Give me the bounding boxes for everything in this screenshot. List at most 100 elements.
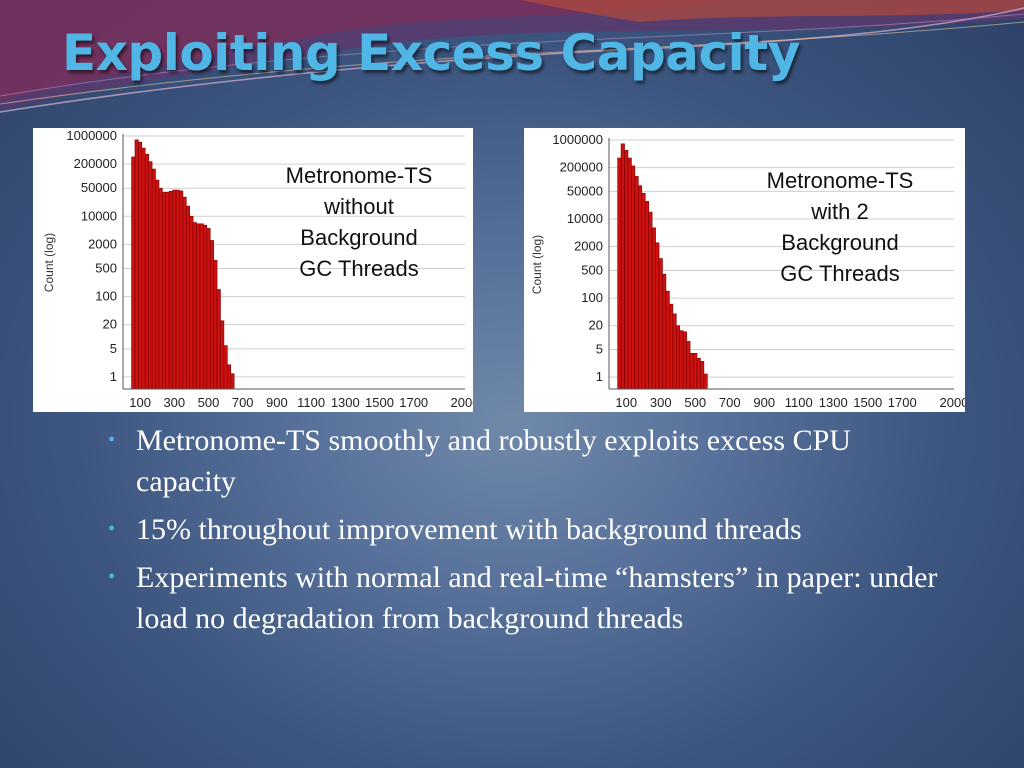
histogram-bar (131, 156, 136, 390)
x-tick-label: 1300 (819, 395, 848, 410)
histogram-bar (165, 191, 170, 390)
histogram-with-2-background-threads: 1000000 200000 50000 10000 2000 500 100 20 5 1 100… (524, 128, 965, 412)
histogram-bar (638, 185, 643, 390)
histogram-bar (631, 165, 636, 390)
histogram-bar (216, 289, 221, 390)
bullet-text: 15% throughout improvement with backgrou… (136, 513, 802, 546)
x-tick-label: 500 (684, 395, 706, 410)
y-tick-label: 500 (581, 262, 603, 277)
histogram-with-2-background-threads-svg: 1000000200000500001000020005001002051100… (530, 132, 965, 410)
y-tick-label: 2000 (574, 239, 603, 254)
chart-annotation-line: Metronome-TS (286, 163, 433, 188)
y-tick-label: 1 (596, 369, 603, 384)
histogram-bar (220, 320, 225, 390)
x-tick-label: 300 (163, 395, 185, 410)
x-tick-label: 1300 (331, 395, 360, 410)
x-tick-label: 1100 (297, 395, 325, 410)
histogram-bar (209, 240, 214, 390)
y-tick-label: 100 (581, 290, 603, 305)
histogram-bar (199, 223, 204, 390)
x-tick-label: 100 (129, 395, 151, 410)
chart-annotation-line: without (323, 194, 394, 219)
x-tick-label: 500 (198, 395, 220, 410)
histogram-bar (672, 313, 677, 390)
histogram-bar (627, 157, 632, 390)
histogram-without-background-threads-svg: 1000000200000500001000020005001002051100… (42, 128, 473, 410)
histogram-bar (617, 157, 622, 390)
y-tick-label: 200000 (74, 156, 117, 171)
y-tick-label: 500 (95, 261, 117, 276)
y-tick-label: 20 (103, 317, 117, 332)
histogram-bar (144, 154, 149, 390)
y-tick-label: 10000 (567, 211, 603, 226)
bullet-list: • Metronome-TS smoothly and robustly exp… (108, 420, 938, 646)
chart-annotation-line: GC Threads (780, 261, 899, 286)
histogram-bar (641, 192, 646, 390)
histogram-bar (662, 273, 667, 390)
histogram-bar (141, 147, 146, 390)
x-tick-label: 1700 (888, 395, 917, 410)
y-tick-label: 1000000 (66, 128, 117, 143)
x-tick-label: 1100 (785, 395, 813, 410)
y-tick-label: 50000 (567, 183, 603, 198)
y-tick-label: 50000 (81, 180, 117, 195)
histogram-without-background-threads: 1000000 200000 50000 10000 2000 500 100 20 5 1 100… (33, 128, 473, 412)
y-axis-label: Count (log) (42, 233, 56, 292)
histogram-bar (192, 222, 197, 390)
histogram-bar (651, 227, 656, 390)
histogram-bar (172, 189, 177, 390)
y-tick-label: 1 (110, 369, 117, 384)
x-tick-label: 1700 (399, 395, 428, 410)
x-tick-label: 100 (615, 395, 637, 410)
histogram-bar (700, 361, 705, 390)
histogram-bar (682, 331, 687, 390)
histogram-bar (196, 223, 201, 390)
histogram-bar (686, 341, 691, 390)
histogram-bar (185, 205, 190, 390)
bullet-item: • Metronome-TS smoothly and robustly exp… (108, 420, 938, 502)
y-axis-label: Count (log) (530, 235, 544, 294)
histogram-bar (227, 364, 232, 390)
histogram-bar (182, 196, 187, 390)
histogram-bar (134, 139, 139, 390)
bullet-text: Experiments with normal and real-time “h… (136, 561, 938, 635)
histogram-bar (213, 260, 218, 390)
y-tick-label: 1000000 (552, 132, 603, 147)
histogram-bar (620, 143, 625, 390)
histogram-bar (151, 168, 156, 390)
histogram-bar (696, 357, 701, 390)
histogram-bar (675, 325, 681, 390)
histogram-bar (203, 224, 208, 390)
histogram-bar (624, 149, 629, 390)
histogram-bar (648, 211, 653, 390)
x-tick-label: 2000 (940, 395, 965, 410)
histogram-bar (644, 201, 649, 390)
histogram-bar (162, 191, 167, 390)
chart-annotation-line: GC Threads (299, 256, 418, 281)
x-tick-label: 300 (650, 395, 672, 410)
histogram-bar (693, 353, 698, 390)
histogram-bar (634, 176, 639, 390)
y-tick-label: 5 (596, 341, 603, 356)
bullet-dot-icon: • (108, 566, 116, 588)
y-tick-label: 5 (110, 341, 117, 356)
x-tick-label: 900 (753, 395, 775, 410)
histogram-bar (655, 242, 660, 390)
chart-annotation-line: Background (781, 230, 898, 255)
bullet-item: • 15% throughout improvement with backgr… (108, 509, 938, 550)
bullet-item: • Experiments with normal and real-time … (108, 557, 938, 639)
histogram-bar (179, 190, 184, 390)
chart-annotation-line: with 2 (810, 199, 868, 224)
histogram-bar (703, 373, 708, 390)
histogram-bar (230, 373, 235, 390)
slide-title: Exploiting Excess Capacity (62, 24, 800, 82)
histogram-bar (189, 216, 194, 390)
x-tick-label: 1500 (853, 395, 882, 410)
chart-annotation-line: Background (300, 225, 417, 250)
x-tick-label: 700 (232, 395, 254, 410)
histogram-bar (155, 179, 160, 390)
histogram-bar (148, 161, 153, 390)
histogram-bar (658, 258, 663, 390)
y-tick-label: 200000 (560, 160, 603, 175)
x-tick-label: 700 (719, 395, 741, 410)
